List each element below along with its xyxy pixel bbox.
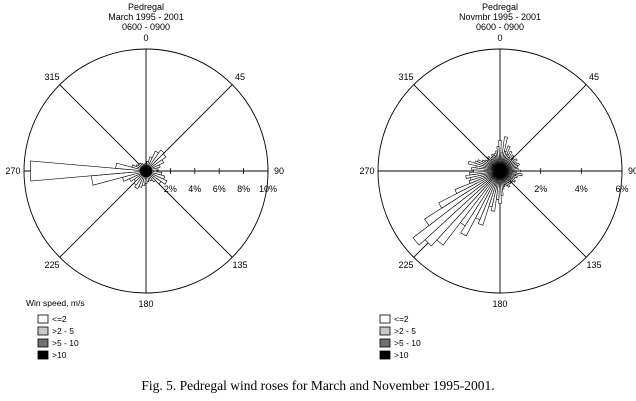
chart-title: Pedregal [128, 2, 164, 12]
ring-label: 2% [164, 184, 177, 194]
legend-swatch [379, 350, 391, 360]
ring-labels: 2% 4% 6% [534, 184, 628, 194]
direction-label: 45 [235, 72, 245, 82]
legend-label: <=2 [394, 314, 409, 324]
legend-label: <=2 [52, 314, 67, 324]
ring-label: 6% [615, 184, 628, 194]
direction-label: 180 [138, 299, 153, 309]
legend-swatch [379, 314, 391, 324]
direction-label: 315 [398, 72, 413, 82]
rose-bar [496, 146, 501, 172]
direction-label: 270 [359, 166, 374, 176]
spoke-line [59, 84, 147, 172]
rose-bars [412, 136, 523, 247]
chart-subtitle: March 1995 - 2001 [108, 12, 184, 22]
direction-label: 270 [5, 166, 20, 176]
legend-label: >5 - 10 [52, 338, 79, 348]
legend-swatch [379, 326, 391, 336]
legend-item: >10 [379, 350, 409, 360]
direction-label: 0 [497, 33, 502, 43]
figure-caption: Fig. 5. Pedregal wind roses for March an… [141, 378, 495, 393]
legend-label: >10 [52, 350, 67, 360]
direction-labels: 0 45 90 135 180 225 270 315 [359, 33, 636, 309]
legend-swatch [37, 338, 49, 348]
legend-swatch [37, 350, 49, 360]
ring-label: 8% [237, 184, 250, 194]
ring-label: 2% [534, 184, 547, 194]
direction-label: 90 [274, 166, 284, 176]
ring-label: 6% [213, 184, 226, 194]
spoke-line [59, 170, 147, 258]
direction-label: 225 [44, 260, 59, 270]
direction-label: 315 [44, 72, 59, 82]
legend-label: >2 - 5 [394, 326, 416, 336]
legend-item: >2 - 5 [379, 326, 416, 336]
spoke-line [413, 84, 501, 172]
legend-title: Win speed, m/s [26, 298, 85, 308]
legend-item: >5 - 10 [379, 338, 421, 348]
legend-label: >5 - 10 [394, 338, 421, 348]
direction-label: 180 [492, 299, 507, 309]
direction-label: 225 [398, 260, 413, 270]
spoke-line [145, 170, 233, 258]
legend-label: >10 [394, 350, 409, 360]
ring-label: 4% [575, 184, 588, 194]
chart-title: Pedregal [482, 2, 518, 12]
direction-labels: 0 45 90 135 180 225 270 315 [5, 33, 284, 309]
rose-bar [30, 160, 147, 182]
rose-bar [424, 170, 501, 247]
legend-item: >2 - 5 [37, 326, 74, 336]
chart-time-range: 0600 - 0900 [476, 22, 524, 32]
legend-item: >10 [37, 350, 67, 360]
calm-center [494, 165, 506, 177]
legend-swatch [37, 326, 49, 336]
legend-label: >2 - 5 [52, 326, 74, 336]
legend: <=2 >2 - 5 >5 - 10 >10 [379, 314, 421, 360]
legend-item: <=2 [379, 314, 409, 324]
rose-grid [23, 48, 269, 294]
direction-label: 90 [628, 166, 636, 176]
ring-label: 4% [188, 184, 201, 194]
chart-time-range: 0600 - 0900 [122, 22, 170, 32]
rose-bars [30, 149, 168, 190]
direction-label: 135 [232, 260, 247, 270]
legend: Win speed, m/s <=2 >2 - 5 >5 - 10 >10 [26, 298, 85, 360]
direction-label: 45 [589, 72, 599, 82]
wind-rose-november: Pedregal Novmbr 1995 - 2001 0600 - 0900 … [359, 2, 636, 360]
legend-item: <=2 [37, 314, 67, 324]
legend-item: >5 - 10 [37, 338, 79, 348]
ring-labels: 2% 4% 6% 8% 10% [164, 184, 277, 194]
chart-subtitle: Novmbr 1995 - 2001 [459, 12, 541, 22]
legend-swatch [379, 338, 391, 348]
spoke-line [499, 170, 587, 258]
ring-label: 10% [259, 184, 277, 194]
calm-center [140, 165, 152, 177]
spoke-line [499, 84, 587, 172]
legend-swatch [37, 314, 49, 324]
direction-label: 135 [586, 260, 601, 270]
wind-rose-march: Pedregal March 1995 - 2001 0600 - 0900 0… [5, 2, 284, 360]
direction-label: 0 [143, 33, 148, 43]
